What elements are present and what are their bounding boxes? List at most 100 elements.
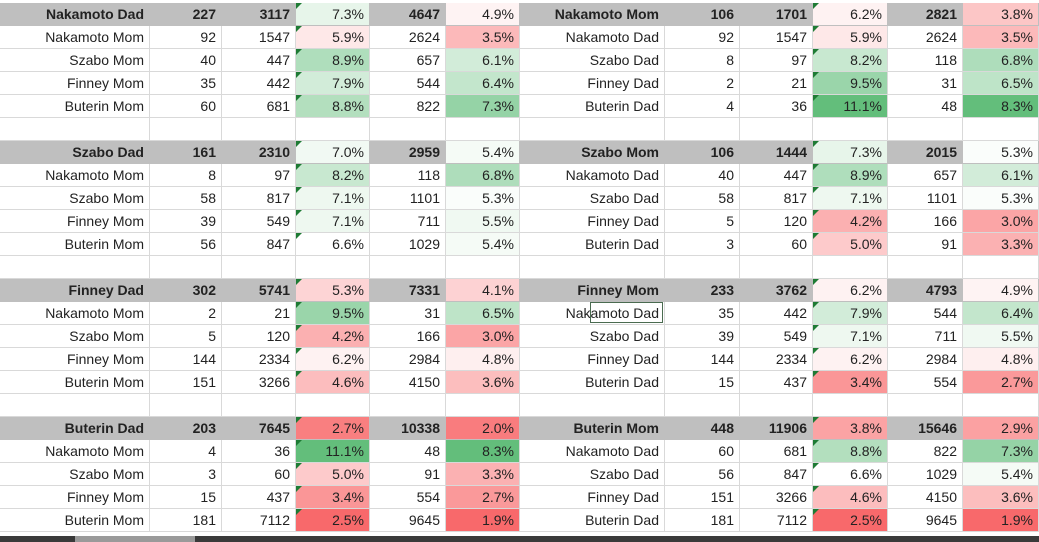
left-count-cell[interactable]: 161 xyxy=(150,141,222,164)
right-count-cell[interactable]: 60 xyxy=(665,440,740,463)
right-name-cell[interactable]: Nakamoto Dad xyxy=(520,302,665,325)
left-total2-cell[interactable]: 9645 xyxy=(370,509,446,532)
right-total2-cell[interactable]: 4793 xyxy=(888,279,963,302)
left-total2-cell[interactable]: 554 xyxy=(370,486,446,509)
right-total-cell[interactable]: 1444 xyxy=(740,141,813,164)
left-pct1-cell[interactable]: 7.1% xyxy=(296,210,370,233)
empty-cell[interactable] xyxy=(520,118,665,141)
right-total-cell[interactable]: 847 xyxy=(740,463,813,486)
right-total2-cell[interactable]: 91 xyxy=(888,233,963,256)
right-pct2-cell[interactable]: 8.3% xyxy=(963,95,1039,118)
right-pct1-cell[interactable]: 8.8% xyxy=(813,440,888,463)
right-pct1-cell[interactable]: 2.5% xyxy=(813,509,888,532)
empty-cell[interactable] xyxy=(296,256,370,279)
left-pct1-cell[interactable]: 6.2% xyxy=(296,348,370,371)
right-pct1-cell[interactable]: 6.2% xyxy=(813,3,888,26)
left-name-cell[interactable]: Nakamoto Mom xyxy=(0,164,150,187)
right-total2-cell[interactable]: 15646 xyxy=(888,417,963,440)
empty-cell[interactable] xyxy=(0,394,150,417)
right-count-cell[interactable]: 15 xyxy=(665,371,740,394)
empty-cell[interactable] xyxy=(222,256,296,279)
empty-cell[interactable] xyxy=(963,118,1039,141)
right-total2-cell[interactable]: 166 xyxy=(888,210,963,233)
left-name-cell[interactable]: Buterin Mom xyxy=(0,371,150,394)
right-count-cell[interactable]: 233 xyxy=(665,279,740,302)
right-pct2-cell[interactable]: 3.0% xyxy=(963,210,1039,233)
right-total-cell[interactable]: 7112 xyxy=(740,509,813,532)
empty-cell[interactable] xyxy=(813,118,888,141)
right-count-cell[interactable]: 2 xyxy=(665,72,740,95)
right-count-cell[interactable]: 3 xyxy=(665,233,740,256)
left-name-cell[interactable]: Buterin Mom xyxy=(0,95,150,118)
empty-cell[interactable] xyxy=(150,118,222,141)
right-total-cell[interactable]: 437 xyxy=(740,371,813,394)
right-total-cell[interactable]: 21 xyxy=(740,72,813,95)
right-total-cell[interactable]: 549 xyxy=(740,325,813,348)
right-total-cell[interactable]: 11906 xyxy=(740,417,813,440)
left-total2-cell[interactable]: 544 xyxy=(370,72,446,95)
right-name-cell[interactable]: Finney Mom xyxy=(520,279,665,302)
left-total-cell[interactable]: 1547 xyxy=(222,26,296,49)
right-pct2-cell[interactable]: 1.9% xyxy=(963,509,1039,532)
right-pct2-cell[interactable]: 5.3% xyxy=(963,187,1039,210)
left-count-cell[interactable]: 35 xyxy=(150,72,222,95)
left-pct1-cell[interactable]: 5.9% xyxy=(296,26,370,49)
left-pct2-cell[interactable]: 3.6% xyxy=(446,371,520,394)
left-total2-cell[interactable]: 822 xyxy=(370,95,446,118)
empty-cell[interactable] xyxy=(740,394,813,417)
left-pct2-cell[interactable]: 5.5% xyxy=(446,210,520,233)
left-count-cell[interactable]: 15 xyxy=(150,486,222,509)
right-total2-cell[interactable]: 2821 xyxy=(888,3,963,26)
left-total-cell[interactable]: 442 xyxy=(222,72,296,95)
left-count-cell[interactable]: 144 xyxy=(150,348,222,371)
left-name-cell[interactable]: Buterin Mom xyxy=(0,233,150,256)
right-pct1-cell[interactable]: 11.1% xyxy=(813,95,888,118)
left-total-cell[interactable]: 3266 xyxy=(222,371,296,394)
right-pct1-cell[interactable]: 9.5% xyxy=(813,72,888,95)
right-name-cell[interactable]: Szabo Dad xyxy=(520,187,665,210)
right-total-cell[interactable]: 442 xyxy=(740,302,813,325)
right-total-cell[interactable]: 97 xyxy=(740,49,813,72)
right-pct2-cell[interactable]: 7.3% xyxy=(963,440,1039,463)
left-total2-cell[interactable]: 31 xyxy=(370,302,446,325)
left-pct1-cell[interactable]: 9.5% xyxy=(296,302,370,325)
right-total-cell[interactable]: 3762 xyxy=(740,279,813,302)
left-count-cell[interactable]: 40 xyxy=(150,49,222,72)
left-pct1-cell[interactable]: 7.1% xyxy=(296,187,370,210)
right-pct2-cell[interactable]: 6.1% xyxy=(963,164,1039,187)
left-count-cell[interactable]: 227 xyxy=(150,3,222,26)
left-total2-cell[interactable]: 48 xyxy=(370,440,446,463)
right-name-cell[interactable]: Nakamoto Mom xyxy=(520,3,665,26)
right-count-cell[interactable]: 92 xyxy=(665,26,740,49)
right-pct1-cell[interactable]: 7.9% xyxy=(813,302,888,325)
left-count-cell[interactable]: 2 xyxy=(150,302,222,325)
right-total-cell[interactable]: 1547 xyxy=(740,26,813,49)
left-pct2-cell[interactable]: 4.1% xyxy=(446,279,520,302)
right-count-cell[interactable]: 4 xyxy=(665,95,740,118)
left-pct2-cell[interactable]: 3.0% xyxy=(446,325,520,348)
right-total2-cell[interactable]: 48 xyxy=(888,95,963,118)
right-pct1-cell[interactable]: 3.8% xyxy=(813,417,888,440)
right-pct2-cell[interactable]: 6.8% xyxy=(963,49,1039,72)
right-total-cell[interactable]: 3266 xyxy=(740,486,813,509)
left-name-cell[interactable]: Nakamoto Dad xyxy=(0,3,150,26)
right-name-cell[interactable]: Buterin Dad xyxy=(520,95,665,118)
empty-cell[interactable] xyxy=(370,256,446,279)
left-name-cell[interactable]: Szabo Mom xyxy=(0,325,150,348)
right-total-cell[interactable]: 817 xyxy=(740,187,813,210)
empty-cell[interactable] xyxy=(222,118,296,141)
left-pct1-cell[interactable]: 2.5% xyxy=(296,509,370,532)
left-pct2-cell[interactable]: 3.3% xyxy=(446,463,520,486)
left-name-cell[interactable]: Szabo Mom xyxy=(0,187,150,210)
right-pct1-cell[interactable]: 4.2% xyxy=(813,210,888,233)
left-total-cell[interactable]: 36 xyxy=(222,440,296,463)
empty-cell[interactable] xyxy=(888,118,963,141)
left-name-cell[interactable]: Finney Mom xyxy=(0,210,150,233)
right-name-cell[interactable]: Finney Dad xyxy=(520,486,665,509)
left-count-cell[interactable]: 5 xyxy=(150,325,222,348)
right-total2-cell[interactable]: 657 xyxy=(888,164,963,187)
right-pct2-cell[interactable]: 3.5% xyxy=(963,26,1039,49)
left-count-cell[interactable]: 151 xyxy=(150,371,222,394)
right-pct1-cell[interactable]: 5.9% xyxy=(813,26,888,49)
right-name-cell[interactable]: Buterin Dad xyxy=(520,509,665,532)
